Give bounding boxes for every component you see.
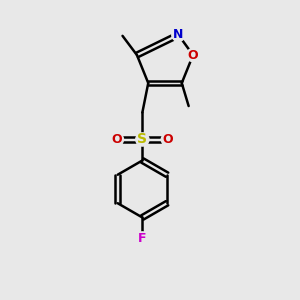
Text: O: O <box>188 49 198 62</box>
Circle shape <box>187 49 200 62</box>
Text: O: O <box>112 133 122 146</box>
Circle shape <box>161 133 175 146</box>
Circle shape <box>136 133 149 146</box>
Circle shape <box>172 28 185 41</box>
Text: S: S <box>137 133 147 146</box>
Text: F: F <box>138 232 147 245</box>
Circle shape <box>136 232 149 245</box>
Circle shape <box>110 133 124 146</box>
Text: O: O <box>163 133 173 146</box>
Text: N: N <box>173 28 184 41</box>
